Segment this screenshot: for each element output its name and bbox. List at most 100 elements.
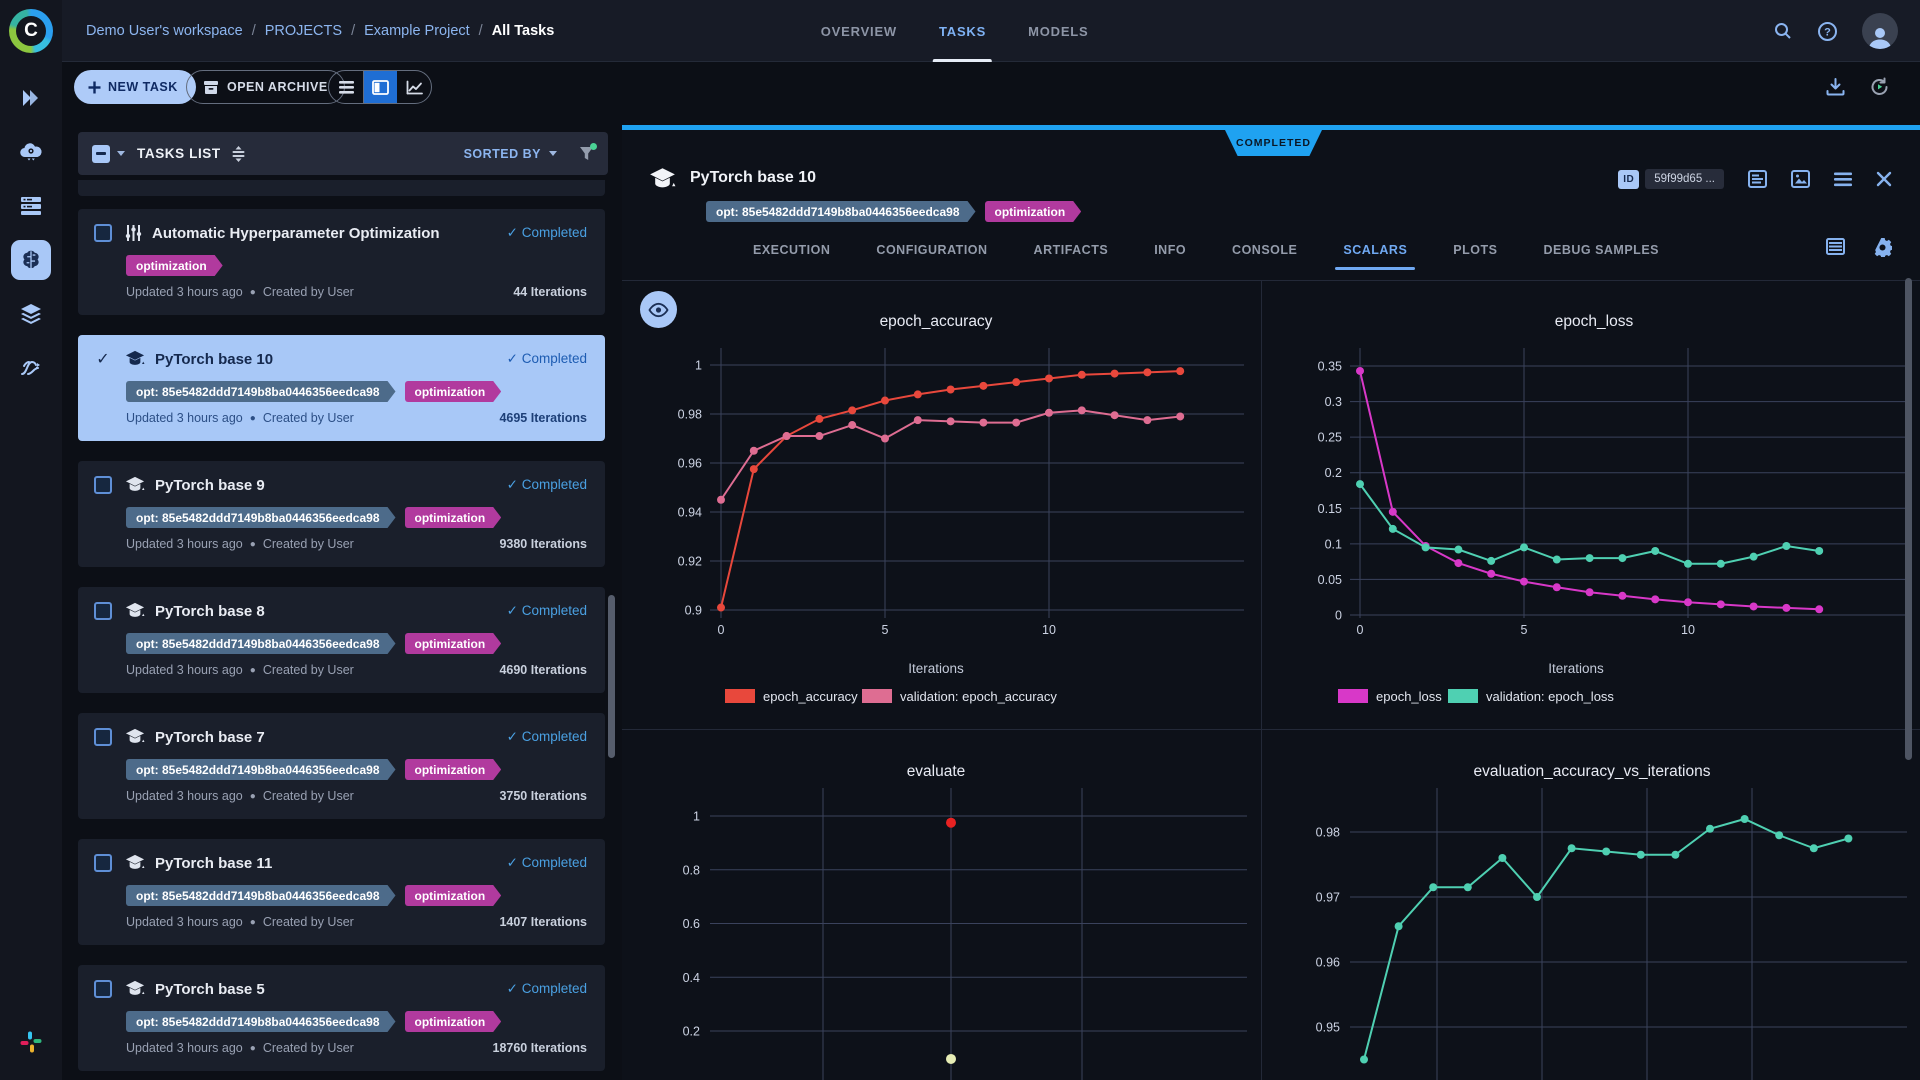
data-point <box>1143 368 1152 377</box>
task-checkbox[interactable] <box>94 602 112 620</box>
chart-evaluate[interactable]: evaluate 1 0.8 0.6 0.4 0.2 <box>622 730 1261 1080</box>
detail-scrollbar[interactable] <box>1905 278 1912 760</box>
task-list-scrollbar[interactable] <box>608 595 615 758</box>
breadcrumb-item[interactable]: All Tasks <box>491 23 555 39</box>
data-point <box>1552 555 1561 564</box>
download-icon[interactable] <box>1826 78 1845 96</box>
task-card[interactable]: ✓ PyTorch base 10 ✓ Completed opt: 85e54… <box>78 335 605 441</box>
column-settings-icon[interactable] <box>231 145 246 162</box>
expand-icon[interactable] <box>11 78 51 118</box>
new-task-button[interactable]: NEW TASK <box>74 70 196 104</box>
task-checkbox[interactable] <box>94 224 112 242</box>
chart-epoch-loss[interactable]: epoch_loss 0.35 0.3 0.25 0.2 0.15 0.1 0.05 0 0 5 10… <box>1262 280 1920 729</box>
user-avatar[interactable] <box>1862 13 1898 49</box>
tag-chip: optimization <box>985 201 1082 222</box>
chart-epoch-accuracy[interactable]: epoch_accuracy 1 0.98 0.96 0.94 0.92 0.9 0 5 10 It… <box>622 280 1261 729</box>
tabs-divider <box>622 280 1920 281</box>
task-checkbox[interactable] <box>94 854 112 872</box>
detail-tab-configuration[interactable]: CONFIGURATION <box>876 243 988 257</box>
chart-view-icon[interactable] <box>397 71 431 103</box>
projects-brain-icon[interactable] <box>11 240 51 280</box>
data-point <box>1045 374 1053 383</box>
select-all-checkbox[interactable] <box>92 144 110 163</box>
left-nav-rail <box>0 62 62 1080</box>
data-point <box>848 421 857 430</box>
slack-icon[interactable] <box>18 1029 44 1060</box>
task-title: PyTorch base 11 <box>155 854 273 872</box>
y-tick-label: 0.15 <box>1318 502 1342 516</box>
task-card[interactable]: PyTorch base 8 ✓ Completed opt: 85e5482d… <box>78 587 605 693</box>
task-created: Created by User <box>262 789 354 803</box>
task-card[interactable]: PyTorch base 9 ✓ Completed opt: 85e5482d… <box>78 461 605 567</box>
detail-tab-info[interactable]: INFO <box>1154 243 1187 257</box>
data-point <box>815 432 824 441</box>
task-title: PyTorch base 10 <box>155 350 274 368</box>
help-icon[interactable]: ? <box>1817 21 1838 42</box>
data-point <box>749 446 758 455</box>
task-card[interactable]: PyTorch base 5 ✓ Completed opt: 85e5482d… <box>78 965 605 1071</box>
log-icon[interactable] <box>1748 170 1767 188</box>
data-point <box>979 381 988 390</box>
task-iterations: 3750 Iterations <box>499 789 587 803</box>
auto-refresh-icon[interactable] <box>1869 77 1890 97</box>
detail-tab-execution[interactable]: EXECUTION <box>752 243 831 257</box>
data-point <box>946 1053 956 1064</box>
table-view-icon[interactable] <box>329 71 363 103</box>
sorted-by-caret-icon[interactable] <box>549 151 557 156</box>
split-view-icon[interactable] <box>363 71 397 103</box>
task-updated: Updated 3 hours ago <box>126 411 243 425</box>
detail-tab-console[interactable]: CONSOLE <box>1232 243 1298 257</box>
top-tab-overview[interactable]: OVERVIEW <box>820 23 897 39</box>
task-card-partial[interactable] <box>78 180 605 196</box>
breadcrumb-item[interactable]: Example Project <box>364 23 470 39</box>
legend-swatch <box>725 689 755 703</box>
task-title: PyTorch base 7 <box>155 728 265 746</box>
y-tick-label: 0.4 <box>683 971 700 985</box>
task-card[interactable]: PyTorch base 11 ✓ Completed opt: 85e5482… <box>78 839 605 945</box>
series-line <box>1359 483 1820 565</box>
breadcrumb-item[interactable]: Demo User's workspace <box>86 23 243 39</box>
detail-tabs: EXECUTION CONFIGURATION ARTIFACTS INFO CONSO… <box>622 228 1790 272</box>
select-all-caret-icon[interactable] <box>117 151 125 156</box>
table-icon[interactable] <box>1826 238 1845 257</box>
task-type-icon <box>125 476 145 495</box>
task-checkbox[interactable] <box>94 476 112 494</box>
task-id-value[interactable]: 59f99d65 ... <box>1645 169 1724 189</box>
task-selected-check[interactable]: ✓ <box>96 351 110 368</box>
datasets-icon[interactable] <box>11 294 51 334</box>
data-point <box>1356 480 1364 489</box>
open-archive-button[interactable]: OPEN ARCHIVE <box>186 70 345 104</box>
y-tick-label: 1 <box>695 359 702 373</box>
task-card[interactable]: Automatic Hyperparameter Optimization ✓ … <box>78 209 605 315</box>
image-preview-icon[interactable] <box>1791 170 1810 188</box>
status-accent-bar <box>622 125 1920 130</box>
search-icon[interactable] <box>1773 21 1793 41</box>
task-card[interactable]: PyTorch base 7 ✓ Completed opt: 85e5482d… <box>78 713 605 819</box>
chart-title: epoch_accuracy <box>880 313 993 330</box>
servers-icon[interactable] <box>11 186 51 226</box>
detail-tab-artifacts[interactable]: ARTIFACTS <box>1033 243 1109 257</box>
close-icon[interactable] <box>1876 171 1892 187</box>
breadcrumb-item[interactable]: PROJECTS <box>264 23 343 39</box>
task-checkbox[interactable] <box>94 980 112 998</box>
settings-gear-icon[interactable] <box>1873 238 1892 257</box>
data-point <box>1782 603 1791 612</box>
sorted-by-label[interactable]: SORTED BY <box>463 146 541 161</box>
cloud-services-icon[interactable] <box>11 132 51 172</box>
task-checkbox[interactable] <box>94 728 112 746</box>
detail-tab-debug-samples[interactable]: DEBUG SAMPLES <box>1543 243 1659 257</box>
filter-icon[interactable] <box>579 143 597 161</box>
data-point <box>1356 366 1364 375</box>
task-iterations: 44 Iterations <box>513 285 587 299</box>
clearml-logo[interactable]: C <box>0 0 62 62</box>
top-tab-models[interactable]: MODELS <box>1028 23 1089 39</box>
pipelines-icon[interactable] <box>11 348 51 388</box>
top-tab-tasks[interactable]: TASKS <box>932 0 993 62</box>
chart-evaluation-accuracy[interactable]: evaluation_accuracy_vs_iterations 0.98 0.9… <box>1262 730 1920 1080</box>
menu-icon[interactable] <box>1834 172 1852 187</box>
hide-plots-eye-icon[interactable] <box>640 291 677 328</box>
detail-tab-scalars[interactable]: SCALARS <box>1335 228 1416 272</box>
detail-tab-plots[interactable]: PLOTS <box>1453 243 1498 257</box>
data-point <box>1012 378 1021 387</box>
data-point <box>1585 588 1594 597</box>
